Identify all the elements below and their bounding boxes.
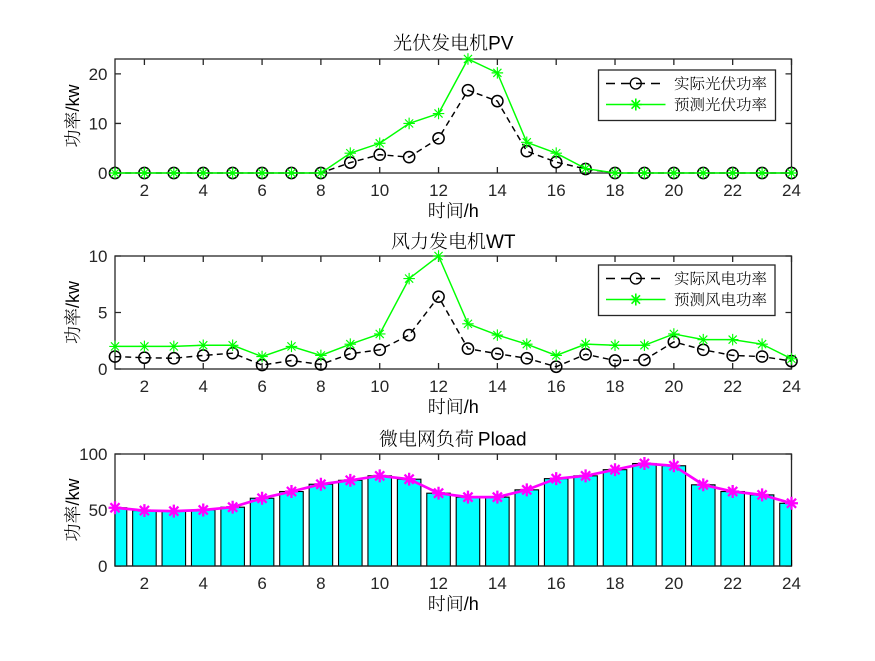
- svg-text:0: 0: [98, 164, 107, 183]
- svg-text:14: 14: [488, 181, 507, 200]
- svg-text:22: 22: [723, 574, 742, 593]
- svg-text:22: 22: [723, 377, 742, 396]
- svg-text:20: 20: [664, 574, 683, 593]
- svg-text:18: 18: [606, 574, 625, 593]
- svg-text:6: 6: [257, 181, 266, 200]
- svg-text:24: 24: [782, 181, 801, 200]
- svg-text:14: 14: [488, 377, 507, 396]
- svg-text:16: 16: [547, 181, 566, 200]
- svg-text:/kw: /kw: [63, 280, 83, 308]
- svg-text:8: 8: [316, 377, 325, 396]
- svg-text:/kw: /kw: [63, 477, 83, 505]
- svg-text:6: 6: [257, 574, 266, 593]
- svg-text:22: 22: [723, 181, 742, 200]
- svg-text:10: 10: [89, 115, 108, 134]
- svg-text:14: 14: [488, 574, 507, 593]
- svg-text:18: 18: [606, 377, 625, 396]
- svg-text:2: 2: [140, 574, 149, 593]
- svg-text:10: 10: [370, 377, 389, 396]
- svg-text:2: 2: [140, 377, 149, 396]
- svg-text:18: 18: [606, 181, 625, 200]
- svg-text:12: 12: [429, 377, 448, 396]
- svg-text:100: 100: [79, 445, 107, 464]
- svg-text:6: 6: [257, 377, 266, 396]
- svg-text:4: 4: [199, 181, 208, 200]
- svg-text:8: 8: [316, 181, 325, 200]
- svg-text:WT: WT: [486, 232, 516, 253]
- svg-text:20: 20: [664, 181, 683, 200]
- svg-text:10: 10: [370, 574, 389, 593]
- svg-text:2: 2: [140, 181, 149, 200]
- svg-text:4: 4: [199, 377, 208, 396]
- svg-text:16: 16: [547, 574, 566, 593]
- svg-text:12: 12: [429, 574, 448, 593]
- svg-text:24: 24: [782, 574, 801, 593]
- svg-text:/kw: /kw: [63, 83, 83, 111]
- svg-text:16: 16: [547, 377, 566, 396]
- svg-text:Pload: Pload: [478, 430, 527, 451]
- svg-text:5: 5: [98, 304, 107, 323]
- svg-text:20: 20: [664, 377, 683, 396]
- svg-text:12: 12: [429, 181, 448, 200]
- svg-text:4: 4: [199, 574, 208, 593]
- svg-text:50: 50: [89, 501, 108, 520]
- svg-text:24: 24: [782, 377, 801, 396]
- svg-text:20: 20: [89, 65, 108, 84]
- svg-text:8: 8: [316, 574, 325, 593]
- svg-text:10: 10: [89, 247, 108, 266]
- svg-text:0: 0: [98, 557, 107, 576]
- svg-text:10: 10: [370, 181, 389, 200]
- svg-text:0: 0: [98, 360, 107, 379]
- svg-text:/h: /h: [464, 397, 479, 417]
- svg-text:PV: PV: [488, 34, 514, 55]
- svg-text:/h: /h: [464, 594, 479, 614]
- svg-text:/h: /h: [464, 201, 479, 221]
